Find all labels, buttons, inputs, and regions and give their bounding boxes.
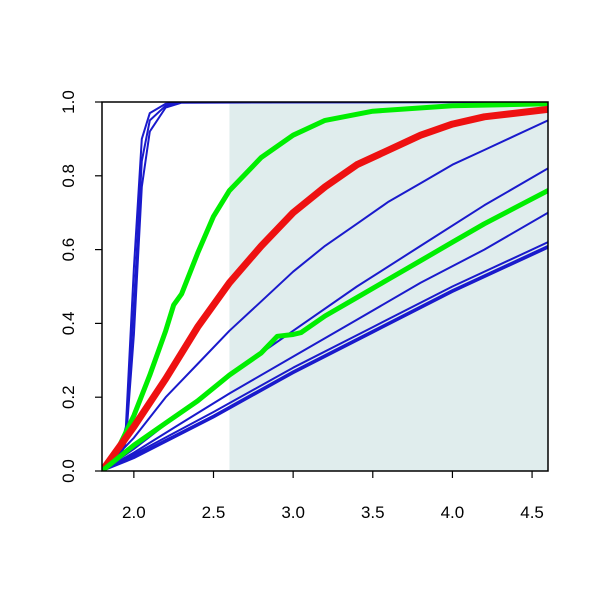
plot-frame — [101, 101, 549, 472]
series-line-10 — [102, 102, 548, 471]
y-tick-label: 0.4 — [59, 312, 78, 336]
y-tick-label: 0.2 — [59, 385, 78, 409]
series-line-12 — [102, 188, 548, 471]
y-tick-label: 1.0 — [59, 90, 78, 114]
y-axis: 0.0 0.2 0.4 0.6 0.8 1.0 — [59, 90, 102, 483]
x-tick-label: 3.0 — [281, 503, 305, 522]
y-tick-label: 0.0 — [59, 459, 78, 483]
series-line-7 — [102, 241, 548, 471]
series-line-8 — [102, 244, 548, 471]
x-tick-label: 4.5 — [520, 503, 544, 522]
y-tick-label: 0.8 — [59, 164, 78, 188]
x-tick-label: 3.5 — [361, 503, 385, 522]
series-line-4 — [102, 119, 548, 471]
y-tick-label: 0.6 — [59, 238, 78, 262]
x-tick-label: 4.0 — [441, 503, 465, 522]
series-line-6 — [102, 211, 548, 471]
x-axis: 2.0 2.5 3.0 3.5 4.0 4.5 — [122, 471, 544, 522]
series-line-11 — [102, 105, 548, 471]
shaded-region — [229, 102, 548, 471]
x-tick-label: 2.5 — [202, 503, 226, 522]
series-line-9 — [102, 246, 548, 471]
series-group — [102, 102, 548, 471]
x-tick-label: 2.0 — [122, 503, 146, 522]
